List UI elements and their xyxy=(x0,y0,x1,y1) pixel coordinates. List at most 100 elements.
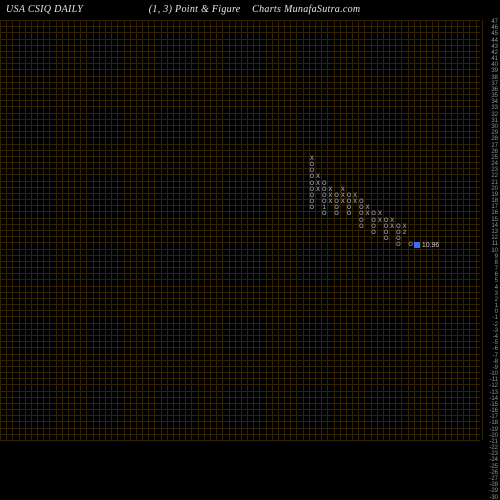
y-axis-label: 39 xyxy=(491,68,498,74)
grid-col xyxy=(432,20,433,440)
grid-col xyxy=(420,20,421,440)
chart-header: USA CSIQ DAILY (1, 3) Point & Figure Cha… xyxy=(6,4,494,20)
y-axis-label: 36 xyxy=(491,87,498,93)
pnf-symbol: O xyxy=(358,224,364,230)
pnf-symbol: O xyxy=(309,205,315,211)
y-axis-label: 47 xyxy=(491,19,498,25)
y-axis-label: 31 xyxy=(491,118,498,124)
grid-row xyxy=(0,440,480,441)
y-axis-label: -26 xyxy=(489,470,498,476)
y-axis-label: 9 xyxy=(495,254,498,260)
y-axis-label: -6 xyxy=(493,346,498,352)
grid-col xyxy=(463,20,464,440)
grid-col xyxy=(43,20,44,440)
y-axis-label: 23 xyxy=(491,167,498,173)
y-axis-label: 18 xyxy=(491,198,498,204)
grid-col xyxy=(247,20,248,440)
grid-col xyxy=(315,20,316,440)
y-axis-label: 17 xyxy=(491,204,498,210)
y-axis-label: 40 xyxy=(491,62,498,68)
y-axis-label: 8 xyxy=(495,260,498,266)
y-axis-label: -12 xyxy=(489,383,498,389)
y-axis-label: 24 xyxy=(491,161,498,167)
y-axis-label: -23 xyxy=(489,451,498,457)
y-axis-label: 32 xyxy=(491,112,498,118)
y-axis-label: -11 xyxy=(490,377,498,383)
y-axis-label: 35 xyxy=(491,93,498,99)
grid-col xyxy=(346,20,347,440)
y-axis-label: -15 xyxy=(489,402,498,408)
grid-col xyxy=(334,20,335,440)
y-axis-label: 33 xyxy=(491,105,498,111)
grid-col xyxy=(86,20,87,440)
y-axis-label: -20 xyxy=(489,433,498,439)
y-axis-label: -8 xyxy=(493,359,498,365)
grid-col xyxy=(414,20,415,440)
y-axis-label: 15 xyxy=(491,217,498,223)
grid-col xyxy=(266,20,267,440)
pnf-symbol: O xyxy=(383,236,389,242)
grid-col xyxy=(445,20,446,440)
header-right: Charts MunafaSutra.com xyxy=(252,4,360,15)
y-axis-label: -24 xyxy=(489,457,498,463)
y-axis-label: 22 xyxy=(491,173,498,179)
y-axis-label: -25 xyxy=(489,464,498,470)
grid-col xyxy=(241,20,242,440)
y-axis-label: 42 xyxy=(491,50,498,56)
grid-col xyxy=(173,20,174,440)
pnf-chart: XOOOOOOOOXXXOOOO1OXXXOOOOXXXOOOOXXOOOOOX… xyxy=(0,20,480,500)
y-axis-label: -28 xyxy=(489,482,498,488)
y-axis-label: 7 xyxy=(495,266,498,272)
grid-col xyxy=(167,20,168,440)
grid-col xyxy=(222,20,223,440)
grid-col xyxy=(272,20,273,440)
grid-col xyxy=(56,20,57,440)
grid-col xyxy=(25,20,26,440)
pnf-symbol: 2 xyxy=(401,230,407,236)
grid-col xyxy=(74,20,75,440)
y-axis-label: -22 xyxy=(489,445,498,451)
grid-col xyxy=(37,20,38,440)
grid-col xyxy=(161,20,162,440)
y-axis-label: -29 xyxy=(489,488,498,494)
y-axis-label: 28 xyxy=(491,136,498,142)
header-mid: (1, 3) Point & Figure xyxy=(149,4,241,15)
y-axis-label: -4 xyxy=(493,334,498,340)
y-axis-label: -14 xyxy=(489,396,498,402)
grid-col xyxy=(426,20,427,440)
grid-col xyxy=(389,20,390,440)
grid-col xyxy=(259,20,260,440)
grid-col xyxy=(216,20,217,440)
grid-col xyxy=(303,20,304,440)
grid-col xyxy=(469,20,470,440)
y-axis-label: 6 xyxy=(495,272,498,278)
y-axis-label: 34 xyxy=(491,99,498,105)
grid-col xyxy=(148,20,149,440)
grid-col xyxy=(438,20,439,440)
y-axis-label: -5 xyxy=(493,340,498,346)
grid-col xyxy=(80,20,81,440)
grid-col xyxy=(12,20,13,440)
grid-col xyxy=(62,20,63,440)
pnf-symbol: O xyxy=(346,211,352,217)
grid-col xyxy=(185,20,186,440)
y-axis-label: -18 xyxy=(489,420,498,426)
grid-col xyxy=(124,20,125,440)
y-axis-label: 21 xyxy=(491,180,498,186)
grid-col xyxy=(235,20,236,440)
y-axis-label: -16 xyxy=(489,408,498,414)
y-axis-label: 45 xyxy=(491,31,498,37)
grid-col xyxy=(210,20,211,440)
y-axis-label: 5 xyxy=(495,278,498,284)
grid-col xyxy=(352,20,353,440)
pnf-symbol: O xyxy=(395,242,401,248)
grid-col xyxy=(31,20,32,440)
grid-col xyxy=(0,20,1,440)
y-axis-label: 46 xyxy=(491,25,498,31)
y-axis-label: -3 xyxy=(493,328,498,334)
y-axis-label: 43 xyxy=(491,44,498,50)
y-axis-label: 29 xyxy=(491,130,498,136)
grid-col xyxy=(296,20,297,440)
grid-col xyxy=(377,20,378,440)
price-cursor xyxy=(414,242,420,248)
